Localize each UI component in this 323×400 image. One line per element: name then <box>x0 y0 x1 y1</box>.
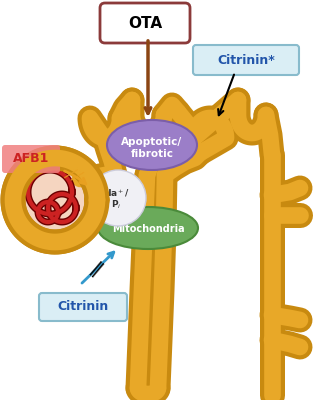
Text: Na$^+$/: Na$^+$/ <box>102 187 130 199</box>
Text: Citrinin*: Citrinin* <box>217 54 275 66</box>
FancyBboxPatch shape <box>100 3 190 43</box>
Text: $\not\!\!\!\not$: $\not\!\!\!\not$ <box>62 164 88 188</box>
Text: Citrinin: Citrinin <box>57 300 109 314</box>
Text: $\Vert$: $\Vert$ <box>85 257 105 279</box>
Text: P$_i$: P$_i$ <box>111 199 121 211</box>
Text: Mitochondria: Mitochondria <box>112 224 184 234</box>
Text: OTA: OTA <box>128 16 162 30</box>
Text: AFB1: AFB1 <box>13 152 49 166</box>
Circle shape <box>18 163 92 237</box>
FancyBboxPatch shape <box>39 293 127 321</box>
Ellipse shape <box>98 207 198 249</box>
Ellipse shape <box>107 120 197 170</box>
Circle shape <box>90 170 146 226</box>
FancyBboxPatch shape <box>193 45 299 75</box>
FancyBboxPatch shape <box>2 145 60 173</box>
Text: Apoptotic/
fibrotic: Apoptotic/ fibrotic <box>121 137 182 159</box>
